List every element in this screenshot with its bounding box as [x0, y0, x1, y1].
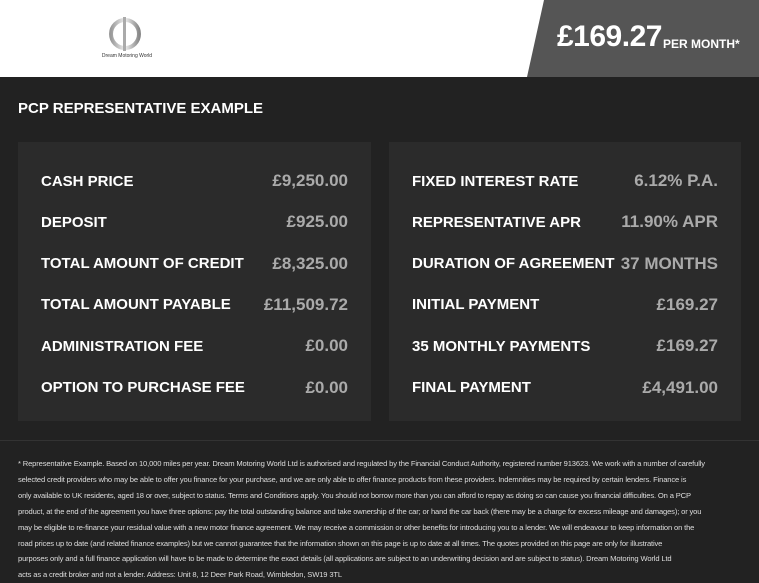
page-title: PCP REPRESENTATIVE EXAMPLE	[18, 100, 264, 117]
finance-row: INITIAL PAYMENT £169.27	[412, 295, 718, 315]
finance-row: FIXED INTEREST RATE 6.12% P.A.	[412, 171, 718, 191]
monthly-price-box: £169.27 PER MONTH*	[527, 0, 759, 77]
left-panel: CASH PRICE £9,250.00 DEPOSIT £925.00 TOTAL A…	[18, 142, 371, 421]
row-value: £169.27	[656, 336, 718, 356]
disclaimer-line: selected credit providers who may be abl…	[18, 474, 687, 484]
finance-row: FINAL PAYMENT £4,491.00	[412, 378, 718, 398]
finance-row: DURATION OF AGREEMENT 37 MONTHS	[412, 254, 718, 274]
row-label: TOTAL AMOUNT PAYABLE	[41, 296, 231, 314]
finance-row: DEPOSIT £925.00	[41, 212, 348, 232]
finance-row: 35 MONTHLY PAYMENTS £169.27	[412, 336, 718, 356]
row-value: £0.00	[305, 377, 348, 397]
row-label: DEPOSIT	[41, 213, 107, 231]
row-label: 35 MONTHLY PAYMENTS	[412, 337, 591, 355]
row-value: 6.12% P.A.	[634, 171, 718, 190]
row-value: 37 MONTHS	[620, 253, 718, 273]
row-label: ADMINISTRATION FEE	[41, 337, 204, 355]
divider	[0, 440, 759, 441]
disclaimer-line: product, at the end of the agreement you…	[18, 506, 702, 516]
monthly-price: £169.27	[557, 20, 662, 53]
row-value: £169.27	[656, 294, 718, 314]
row-value: £925.00	[286, 212, 348, 232]
disclaimer-line: acts as a credit broker and not a lender…	[18, 570, 342, 580]
disclaimer-line: road prices up to date (and related fina…	[18, 538, 663, 548]
disclaimer-line: only available to UK residents, aged 18 …	[18, 490, 691, 500]
finance-row: TOTAL AMOUNT OF CREDIT £8,325.00	[41, 254, 348, 274]
row-value: £11,509.72	[263, 294, 348, 314]
row-value: £9,250.00	[272, 171, 348, 190]
row-value: £0.00	[305, 336, 348, 356]
row-label: OPTION TO PURCHASE FEE	[41, 379, 245, 396]
row-label: CASH PRICE	[41, 172, 134, 190]
row-value: £8,325.00	[272, 253, 348, 273]
finance-row: ADMINISTRATION FEE £0.00	[41, 336, 348, 356]
disclaimer-line: * Representative Example. Based on 10,00…	[18, 459, 705, 468]
row-label: INITIAL PAYMENT	[412, 296, 540, 314]
finance-row: REPRESENTATIVE APR 11.90% APR	[412, 212, 718, 232]
finance-row: OPTION TO PURCHASE FEE £0.00	[41, 378, 348, 398]
row-value: 11.90% APR	[621, 212, 718, 232]
right-panel: FIXED INTEREST RATE 6.12% P.A. REPRESENTAT…	[389, 142, 741, 421]
finance-row: CASH PRICE £9,250.00	[41, 171, 348, 191]
row-label: FIXED INTEREST RATE	[412, 172, 579, 190]
row-label: REPRESENTATIVE APR	[412, 213, 581, 231]
finance-row: TOTAL AMOUNT PAYABLE £11,509.72	[41, 295, 348, 315]
logo-text: Dream Motoring World	[101, 53, 153, 59]
logo-icon	[109, 17, 141, 51]
row-value: £4,491.00	[642, 377, 718, 397]
row-label: TOTAL AMOUNT OF CREDIT	[41, 255, 244, 273]
disclaimer-line: may be eligible to re-finance your resid…	[18, 522, 695, 532]
disclaimer-line: purposes only and a full finance applica…	[18, 554, 672, 564]
row-label: DURATION OF AGREEMENT	[412, 255, 615, 273]
per-month-label: PER MONTH*	[663, 37, 740, 51]
header: Dream Motoring World £169.27 PER MONTH*	[0, 0, 759, 77]
row-label: FINAL PAYMENT	[412, 379, 531, 396]
disclaimer: * Representative Example. Based on 10,00…	[18, 456, 705, 583]
